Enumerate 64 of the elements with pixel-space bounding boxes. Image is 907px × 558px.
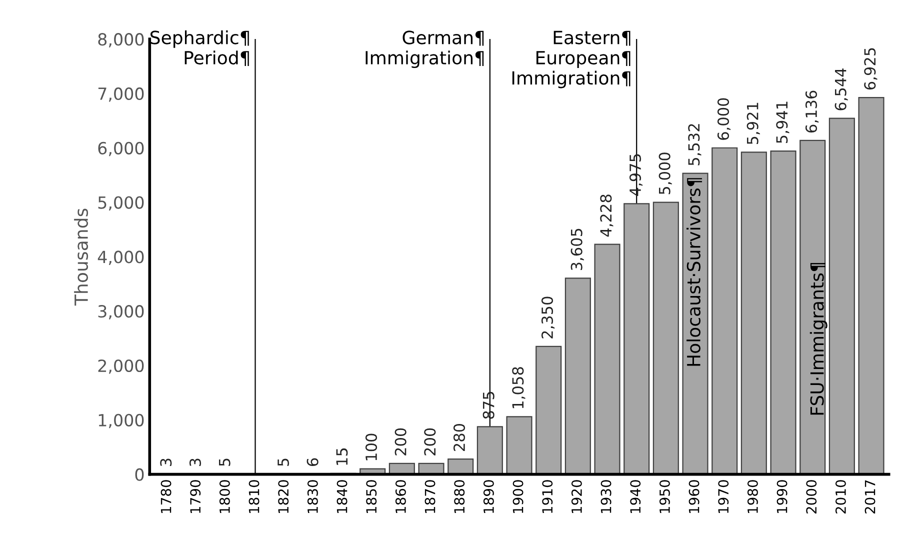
x-tick-label: 1870 [424, 480, 436, 513]
x-tick-label: 1960 [688, 480, 700, 513]
data-label: 6,000 [717, 98, 731, 140]
ref-line-label: Sephardic¶ Period¶ [150, 30, 249, 66]
x-tick-label: 1880 [454, 480, 465, 513]
x-tick-label: 1820 [278, 480, 289, 513]
data-label: 200 [424, 428, 436, 456]
data-label: 1,058 [512, 367, 526, 408]
y-axis-title: Thousands [74, 208, 88, 306]
data-label: 6,925 [864, 48, 878, 90]
ref-line-label: Eastern¶ European¶ Immigration¶ [512, 30, 630, 88]
data-label: 5 [219, 458, 230, 466]
x-tick-label: 2000 [806, 480, 817, 514]
x-tick-label: 1970 [718, 480, 729, 513]
data-label: 3 [189, 458, 202, 466]
data-label: 280 [453, 424, 466, 452]
x-tick-label: 1890 [483, 480, 494, 513]
data-label: 100 [365, 434, 378, 460]
data-label: 4,228 [600, 194, 614, 237]
x-tick-label: 2017 [864, 480, 876, 514]
data-label: 15 [336, 448, 348, 465]
y-tick-label: 0 [135, 468, 144, 481]
data-label: 2,350 [541, 296, 555, 338]
x-tick-label: 1990 [776, 480, 788, 513]
y-tick-label: 7,000 [98, 87, 144, 102]
annotation: FSU·Immigrants¶ [810, 262, 828, 415]
x-tick-label: 1910 [542, 480, 553, 513]
x-tick-label: 1780 [160, 480, 172, 513]
annotation: Holocaust·Survivors¶ [686, 178, 702, 366]
ref-line-label: German¶ Immigration¶ [366, 30, 484, 68]
data-label: 4,975 [629, 154, 643, 196]
x-tick-label: 1940 [630, 480, 641, 513]
x-tick-label: 1900 [512, 480, 524, 513]
data-label: 5,941 [776, 102, 790, 143]
x-tick-label: 1810 [248, 480, 260, 513]
y-tick-label: 1,000 [98, 414, 144, 428]
data-label: 6,544 [834, 68, 848, 110]
data-label: 5,921 [746, 102, 760, 144]
y-tick-label: 4,000 [98, 250, 144, 265]
data-label: 3 [160, 458, 172, 466]
y-tick-label: 2,000 [98, 359, 144, 374]
data-label: 200 [394, 428, 406, 456]
y-tick-label: 5,000 [98, 196, 144, 211]
x-tick-label: 1830 [307, 480, 318, 513]
x-tick-label: 1840 [336, 480, 348, 513]
data-label: 6 [306, 458, 318, 466]
x-tick-label: 1860 [395, 480, 406, 513]
data-label: 5,000 [658, 152, 672, 194]
data-label: 875 [482, 392, 494, 419]
x-tick-label: 1950 [659, 480, 670, 513]
x-tick-label: 2010 [835, 480, 846, 514]
x-tick-label: 1920 [571, 480, 582, 513]
data-label: 5 [278, 458, 290, 466]
x-tick-label: 1850 [366, 480, 377, 513]
y-tick-label: 3,000 [98, 305, 144, 320]
y-tick-label: 6,000 [98, 142, 144, 156]
data-label: 5,532 [688, 124, 702, 166]
data-label: 6,136 [805, 90, 819, 132]
x-tick-label: 1800 [219, 480, 230, 513]
x-tick-label: 1930 [600, 480, 612, 513]
y-tick-label: 8,000 [98, 33, 144, 48]
data-label: 3,605 [570, 228, 584, 270]
x-tick-label: 1980 [747, 480, 758, 513]
x-tick-label: 1790 [190, 480, 201, 513]
